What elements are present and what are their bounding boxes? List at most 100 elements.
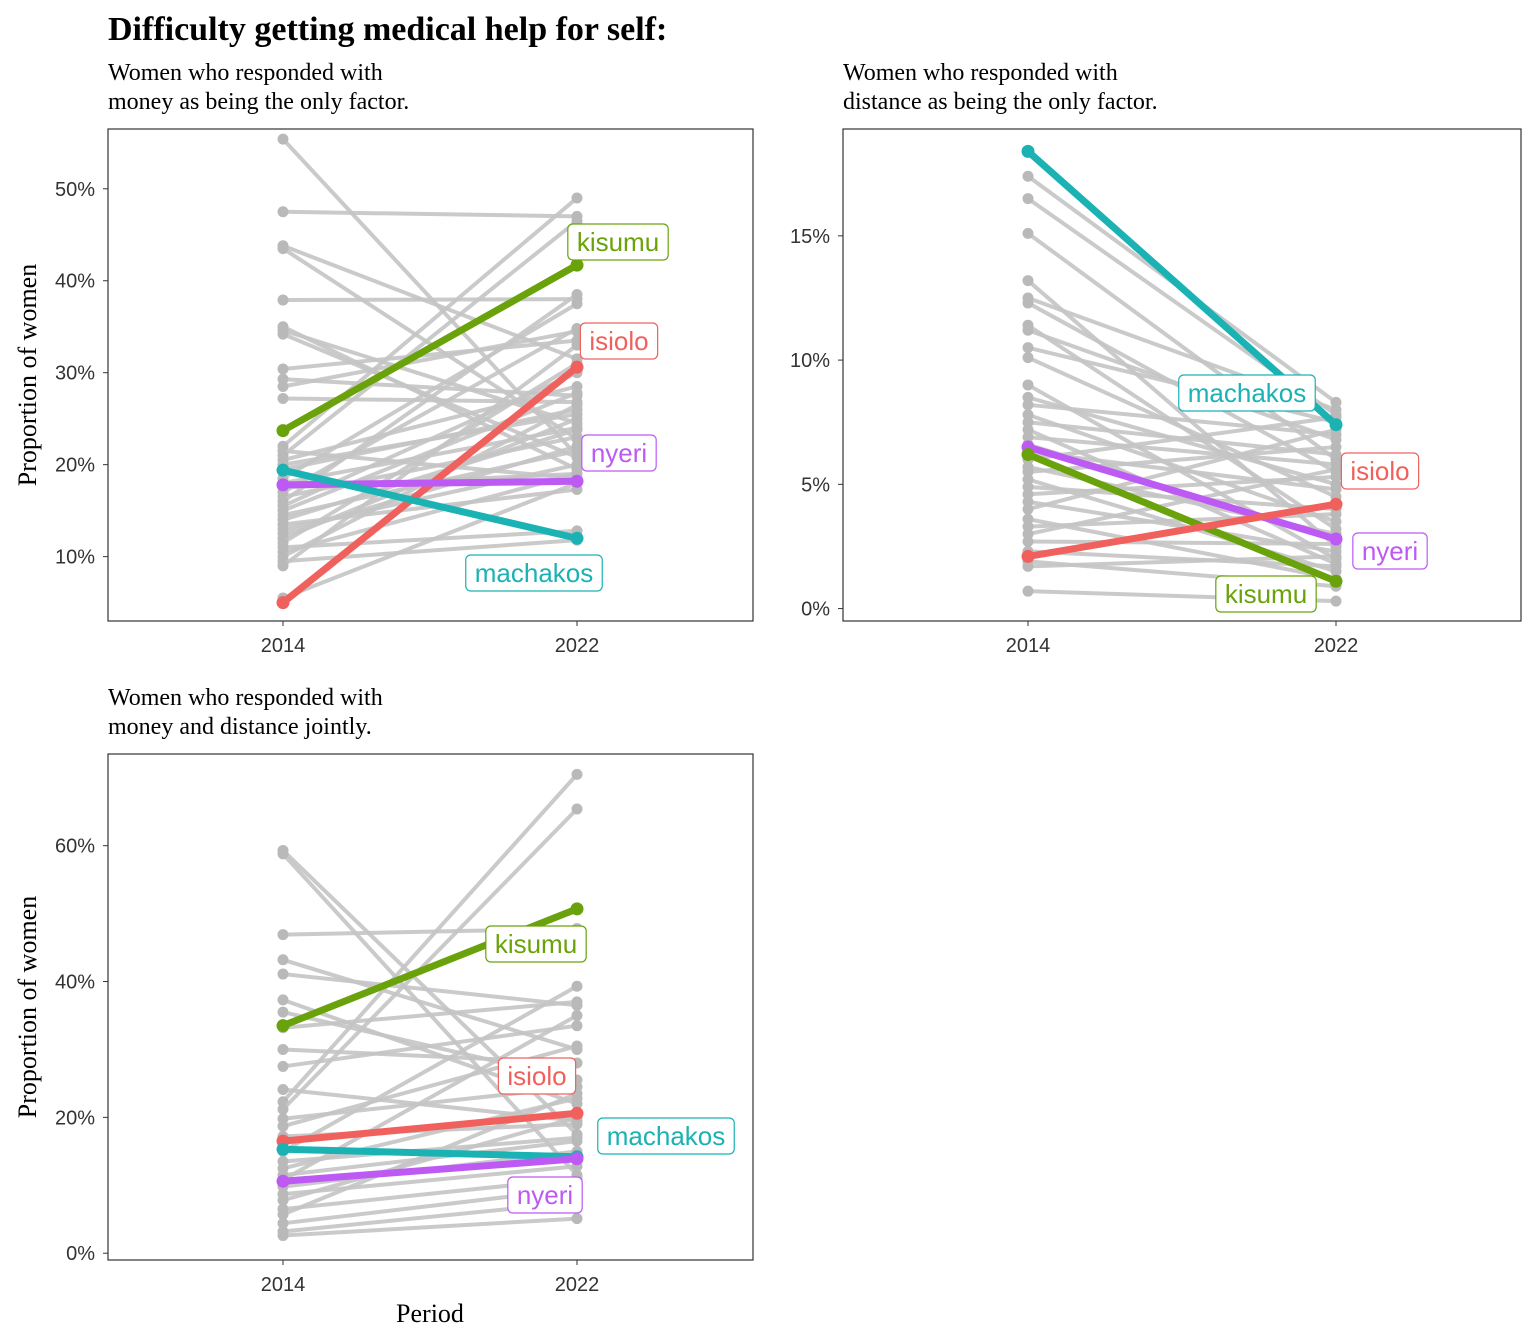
background-county-point bbox=[277, 1208, 289, 1220]
background-county-point bbox=[277, 1084, 289, 1096]
background-county-point bbox=[571, 1009, 583, 1021]
background-county-point bbox=[571, 440, 583, 452]
background-county-point bbox=[277, 294, 289, 306]
x-tick-label: 2014 bbox=[261, 1274, 306, 1296]
background-county-point bbox=[1022, 352, 1034, 364]
background-county-point bbox=[277, 1006, 289, 1018]
background-county-point bbox=[277, 929, 289, 941]
background-county-line bbox=[281, 343, 579, 568]
background-county-point bbox=[277, 848, 289, 860]
isiolo-series-line bbox=[1024, 500, 1340, 560]
nyeri-series-point bbox=[570, 474, 584, 488]
isiolo-label-text: isiolo bbox=[1350, 456, 1409, 486]
panel-subtitle-line-2: distance as being the only factor. bbox=[843, 89, 1158, 115]
nyeri-label: nyeri bbox=[581, 434, 657, 472]
x-tick-label: 2014 bbox=[1006, 635, 1051, 657]
background-county-line bbox=[1026, 355, 1338, 499]
nyeri-label-text: nyeri bbox=[1362, 536, 1418, 566]
background-county-line bbox=[281, 427, 579, 522]
background-county-point bbox=[277, 328, 289, 340]
nyeri-series-point bbox=[276, 478, 290, 492]
kisumu-label-box bbox=[1215, 575, 1317, 613]
kisumu-label-box bbox=[485, 925, 587, 963]
kisumu-label-text: kisumu bbox=[495, 929, 577, 959]
background-county-line bbox=[281, 972, 579, 1008]
plot-panel-border bbox=[842, 128, 1522, 622]
panel-money-only: Women who responded with money as being … bbox=[13, 60, 754, 657]
background-county-line bbox=[281, 338, 579, 372]
background-county-line bbox=[281, 471, 579, 555]
background-county-line bbox=[281, 1216, 579, 1238]
kisumu-series-point bbox=[276, 1019, 290, 1033]
nyeri-label-box bbox=[581, 434, 657, 472]
nyeri-label-box bbox=[507, 1176, 583, 1214]
kisumu-label-box bbox=[567, 223, 669, 261]
background-county-point bbox=[1022, 535, 1034, 547]
background-county-point bbox=[277, 1120, 289, 1132]
background-county-point bbox=[571, 1040, 583, 1052]
machakos-label: machakos bbox=[597, 1117, 735, 1155]
machakos-label-text: machakos bbox=[1188, 378, 1307, 408]
machakos-series-point bbox=[1329, 418, 1343, 432]
background-county-line bbox=[281, 1164, 579, 1197]
plot-panel-border bbox=[107, 753, 754, 1261]
machakos-series-point bbox=[276, 463, 290, 477]
machakos-label-box bbox=[465, 554, 603, 592]
plot-area: 10% 20% 30% 40% 50% 2014 2022 kisumu isiolo nyeri… bbox=[55, 133, 669, 657]
background-county-point bbox=[571, 1020, 583, 1032]
x-tick-label: 2014 bbox=[261, 635, 306, 657]
x-tick-label: 2022 bbox=[555, 635, 600, 657]
background-county-point bbox=[571, 996, 583, 1008]
background-county-line bbox=[281, 1115, 579, 1203]
y-tick-label: 50% bbox=[55, 179, 95, 201]
x-tick-label: 2022 bbox=[555, 1274, 600, 1296]
background-county-point bbox=[571, 289, 583, 301]
isiolo-label-box bbox=[579, 322, 659, 360]
kisumu-label: kisumu bbox=[567, 223, 669, 261]
plot-panel-border bbox=[107, 128, 754, 622]
isiolo-series-point bbox=[276, 596, 290, 610]
y-tick-label: 20% bbox=[55, 455, 95, 477]
nyeri-series-point bbox=[1329, 532, 1343, 546]
panel-money-and-distance: Women who responded with money and dista… bbox=[13, 685, 754, 1328]
isiolo-series-line bbox=[279, 1109, 581, 1145]
background-county-point bbox=[277, 1230, 289, 1242]
background-county-line bbox=[1026, 395, 1338, 487]
background-county-point bbox=[571, 413, 583, 425]
panel-subtitle-line-1: Women who responded with bbox=[108, 685, 383, 711]
background-county-line bbox=[281, 999, 579, 1030]
background-county-line bbox=[1026, 445, 1338, 474]
y-tick-label: 0% bbox=[801, 599, 830, 621]
y-tick-label: 5% bbox=[801, 474, 830, 496]
panel-subtitle-line-1: Women who responded with bbox=[843, 60, 1118, 86]
background-county-point bbox=[277, 243, 289, 255]
background-county-line bbox=[281, 218, 579, 458]
background-county-line bbox=[281, 301, 579, 481]
kisumu-series-point bbox=[570, 902, 584, 916]
background-county-point bbox=[1330, 441, 1342, 453]
background-county-point bbox=[1330, 508, 1342, 520]
background-county-line bbox=[1026, 435, 1338, 467]
machakos-series-point bbox=[570, 531, 584, 545]
nyeri-series-line bbox=[279, 1155, 581, 1185]
machakos-label-text: machakos bbox=[607, 1121, 726, 1151]
y-tick-label: 40% bbox=[55, 972, 95, 994]
background-county-point bbox=[571, 323, 583, 335]
kisumu-series-point bbox=[276, 424, 290, 438]
background-county-point bbox=[1022, 503, 1034, 515]
background-county-point bbox=[571, 1213, 583, 1225]
isiolo-label-box bbox=[1340, 452, 1420, 490]
background-county-line bbox=[1026, 427, 1338, 512]
background-county-line bbox=[281, 209, 579, 219]
background-county-point bbox=[571, 768, 583, 780]
isiolo-label: isiolo bbox=[1340, 452, 1420, 490]
nyeri-label: nyeri bbox=[507, 1176, 583, 1214]
machakos-series-line bbox=[279, 1145, 581, 1161]
x-tick-label: 2022 bbox=[1314, 635, 1359, 657]
isiolo-label-text: isiolo bbox=[589, 326, 648, 356]
isiolo-label-box bbox=[497, 1057, 577, 1095]
kisumu-label-text: kisumu bbox=[577, 227, 659, 257]
background-county-point bbox=[277, 1217, 289, 1229]
nyeri-series-line bbox=[1024, 443, 1340, 543]
